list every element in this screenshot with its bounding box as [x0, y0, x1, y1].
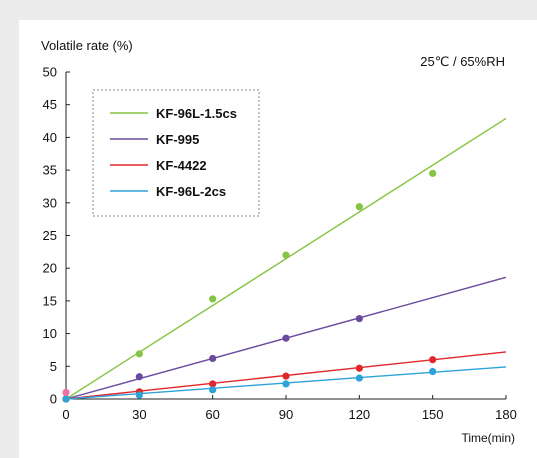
y-tick-label: 40: [43, 130, 57, 145]
x-tick-label: 60: [205, 407, 219, 422]
data-point: [355, 203, 363, 211]
data-point: [209, 295, 217, 303]
data-point: [429, 356, 437, 364]
data-point: [62, 395, 70, 403]
x-axis-label: Time(min): [461, 431, 515, 445]
data-point: [282, 251, 290, 259]
data-point: [209, 354, 217, 363]
data-point: [282, 372, 290, 380]
y-tick-label: 25: [43, 228, 57, 243]
data-point: [62, 388, 70, 397]
y-tick-label: 45: [43, 97, 57, 112]
x-tick-label: 180: [495, 407, 517, 422]
data-point: [282, 380, 290, 388]
y-tick-label: 35: [43, 163, 57, 178]
legend-box: [92, 89, 260, 217]
x-tick-label: 0: [62, 407, 69, 422]
data-point: [355, 314, 363, 323]
x-tick-label: 90: [279, 407, 293, 422]
data-point: [429, 169, 437, 177]
axes: 0 5 10 15 20 25 30 35 40 45 50 0 30 60 90 120 150 180: [43, 65, 517, 423]
data-point: [355, 364, 363, 372]
data-points: [62, 169, 437, 403]
data-point: [135, 391, 143, 399]
y-tick-label: 50: [43, 65, 57, 80]
data-point: [135, 350, 143, 358]
data-point: [355, 374, 363, 382]
chart-panel: [19, 20, 537, 458]
y-axis-label: Volatile rate (%): [41, 38, 133, 53]
x-tick-label: 120: [348, 407, 370, 422]
legend-label: KF-96L-2cs: [156, 184, 226, 199]
y-tick-label: 10: [43, 326, 57, 341]
data-point: [429, 367, 437, 376]
data-point: [282, 334, 290, 342]
data-point: [209, 386, 217, 394]
legend: KF-96L-1.5cs KF-995 KF-4422 KF-96L-2cs: [92, 89, 260, 217]
legend-label: KF-4422: [156, 158, 207, 173]
data-point: [209, 380, 217, 388]
y-tick-label: 20: [43, 261, 57, 276]
legend-label: KF-995: [156, 132, 199, 147]
legend-label: KF-96L-1.5cs: [156, 106, 237, 121]
x-tick-label: 30: [132, 407, 146, 422]
y-tick-label: 0: [50, 392, 57, 407]
y-tick-label: 5: [50, 359, 57, 374]
data-point: [135, 373, 143, 381]
condition-annotation: 25℃ / 65%RH: [420, 54, 505, 69]
y-tick-label: 15: [43, 293, 57, 308]
x-tick-label: 150: [422, 407, 444, 422]
y-tick-label: 30: [43, 195, 57, 210]
